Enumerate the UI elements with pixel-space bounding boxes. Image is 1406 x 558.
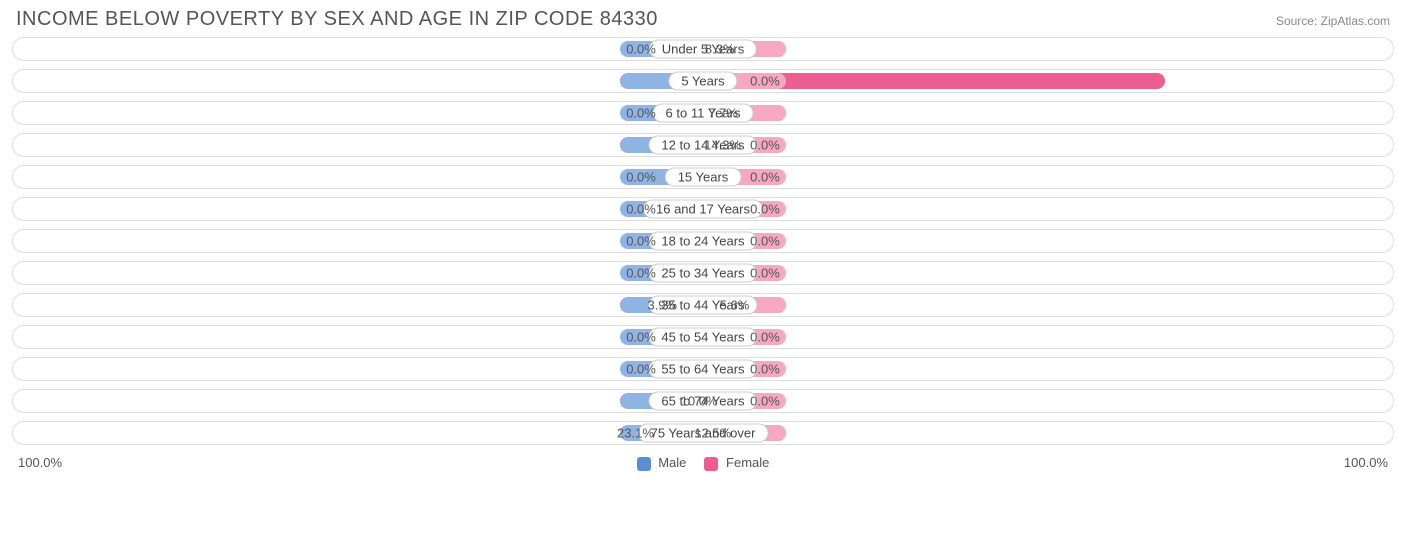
chart-row: 0.0% 0.0%25 to 34 Years [12, 261, 1394, 285]
chart-row: 0.0% 0.0%16 and 17 Years [12, 197, 1394, 221]
legend-female: Female [704, 455, 769, 471]
male-pct-label: 8.3% [705, 42, 735, 57]
female-pct-label: 0.0% [626, 170, 656, 185]
chart-row: 5.6%3.9%35 to 44 Years [12, 293, 1394, 317]
female-pct-label: 12.5% [694, 426, 731, 441]
female-pct-label: 3.9% [647, 298, 677, 313]
category-label: 25 to 34 Years [648, 264, 757, 283]
axis-left-max: 100.0% [18, 455, 62, 470]
chart-row: 0.0% 0.0% 15 Years [12, 165, 1394, 189]
male-pct-label: 7.7% [708, 106, 738, 121]
category-label: 5 Years [668, 72, 737, 91]
male-pct-label: 0.0% [750, 202, 780, 217]
chart-row: 0.0% 14.3%12 to 14 Years [12, 133, 1394, 157]
legend-male-swatch [637, 457, 651, 471]
male-pct-label: 0.0% [750, 266, 780, 281]
chart-row: 0.0% 0.0%18 to 24 Years [12, 229, 1394, 253]
female-pct-label: 0.0% [626, 106, 656, 121]
chart-source: Source: ZipAtlas.com [1276, 14, 1390, 28]
category-label: 45 to 54 Years [648, 328, 757, 347]
category-label: 6 to 11 Years [653, 104, 754, 123]
female-pct-label: 100.0% [1343, 74, 1387, 89]
chart-row: 0.0%10.0%65 to 74 Years [12, 389, 1394, 413]
female-pct-label: 0.0% [626, 234, 656, 249]
legend-female-label: Female [726, 455, 769, 470]
legend-female-swatch [704, 457, 718, 471]
chart-header: INCOME BELOW POVERTY BY SEX AND AGE IN Z… [12, 8, 1394, 37]
male-pct-label: 0.0% [750, 330, 780, 345]
chart-footer: 100.0% Male Female 100.0% [12, 453, 1394, 471]
chart-row: 7.7% 0.0%6 to 11 Years [12, 101, 1394, 125]
chart-title: INCOME BELOW POVERTY BY SEX AND AGE IN Z… [16, 8, 658, 31]
legend-male: Male [637, 455, 687, 471]
category-label: 18 to 24 Years [648, 232, 757, 251]
chart-row: 0.0% 0.0%55 to 64 Years [12, 357, 1394, 381]
chart-row: 23.1%12.5%75 Years and over [12, 421, 1394, 445]
female-pct-label: 0.0% [626, 42, 656, 57]
chart-row: 0.0% 0.0%45 to 54 Years [12, 325, 1394, 349]
male-pct-label: 0.0% [750, 394, 780, 409]
male-pct-label: 0.0% [750, 362, 780, 377]
chart-row: 0.0% 100.0% 5 Years [12, 69, 1394, 93]
male-pct-label: 0.0% [750, 234, 780, 249]
category-label: 55 to 64 Years [648, 360, 757, 379]
category-label: 12 to 14 Years [648, 136, 757, 155]
chart-rows: 8.3%0.0%Under 5 Years0.0%100.0%5 Years7.… [12, 37, 1394, 445]
female-pct-label: 0.0% [626, 330, 656, 345]
female-pct-label: 14.3% [704, 138, 741, 153]
female-pct-label: 0.0% [626, 202, 656, 217]
legend: Male Female [637, 455, 770, 471]
male-pct-label: 5.6% [720, 298, 750, 313]
female-pct-label: 0.0% [626, 266, 656, 281]
chart-row: 8.3% 0.0%Under 5 Years [12, 37, 1394, 61]
category-label: 15 Years [665, 168, 742, 187]
male-pct-label: 23.1% [617, 426, 654, 441]
male-pct-label: 0.0% [750, 74, 780, 89]
poverty-chart: INCOME BELOW POVERTY BY SEX AND AGE IN Z… [0, 0, 1406, 483]
male-pct-label: 0.0% [750, 138, 780, 153]
female-pct-label: 0.0% [626, 362, 656, 377]
male-pct-label: 0.0% [750, 170, 780, 185]
category-label: Under 5 Years [649, 40, 757, 59]
category-label: 16 and 17 Years [643, 200, 763, 219]
legend-male-label: Male [658, 455, 686, 470]
female-pct-label: 10.0% [681, 394, 718, 409]
axis-right-max: 100.0% [1344, 455, 1388, 470]
